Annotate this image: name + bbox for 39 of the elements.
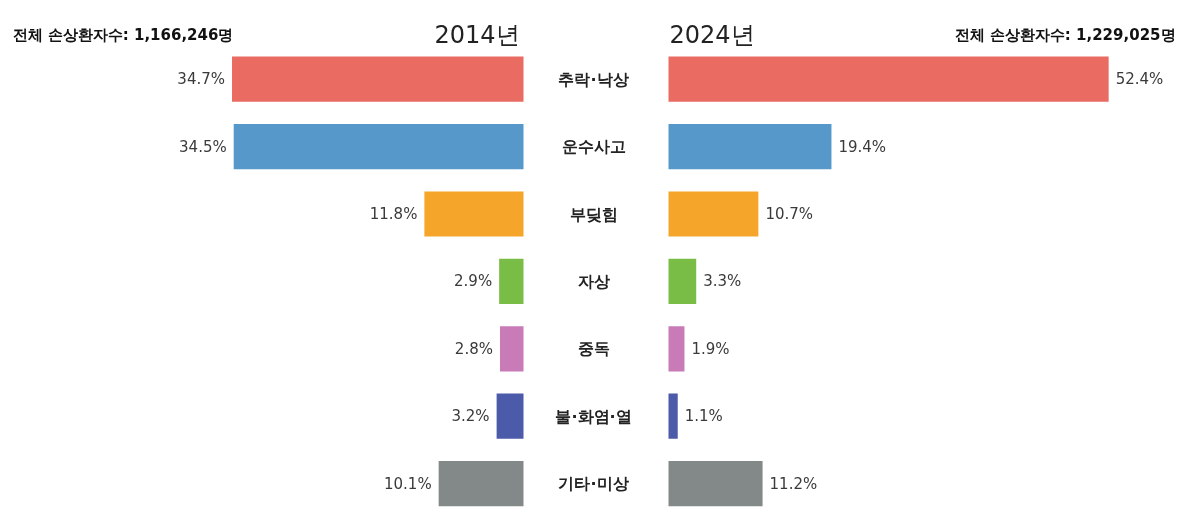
chart-title: 2014년 [434, 20, 520, 49]
y-tick-label: 기타·미상 [558, 474, 629, 494]
data-label: 1.9% [691, 339, 730, 358]
data-label: 19.4% [838, 137, 887, 156]
bar [232, 56, 524, 102]
bar [668, 258, 697, 304]
y-tick-label: 운수사고 [561, 137, 626, 157]
bar [668, 191, 759, 237]
y-tick-label: 추락·낙상 [558, 69, 629, 89]
data-label: 1.1% [684, 407, 723, 426]
data-label: 34.7% [177, 70, 226, 89]
data-label: 52.4% [1115, 70, 1164, 89]
bar [499, 326, 524, 372]
y-tick-label: 중독 [577, 339, 610, 359]
chart-subtitle: 전체 손상환자수: 1,166,246명 [12, 25, 234, 44]
bar [668, 56, 1109, 102]
data-label: 3.2% [451, 407, 490, 426]
bar [668, 326, 685, 372]
y-tick-label: 부딪힘 [569, 204, 618, 224]
y-tick-label: 자상 [577, 271, 610, 291]
data-label: 2.8% [454, 339, 493, 358]
bar [496, 393, 524, 439]
data-label: 2.9% [454, 272, 493, 291]
bar [438, 461, 524, 507]
data-label: 11.2% [769, 474, 818, 493]
bar [668, 461, 763, 507]
bar [668, 124, 832, 170]
data-label: 34.5% [179, 137, 227, 156]
chart-subtitle: 전체 손상환자수: 1,229,025명 [954, 25, 1176, 44]
chart-title: 2024년 [669, 20, 755, 49]
data-label: 3.3% [703, 272, 742, 291]
bar [424, 191, 524, 237]
bar [668, 393, 678, 439]
data-label: 10.7% [765, 205, 814, 223]
bar [233, 124, 524, 170]
data-label: 11.8% [369, 205, 418, 223]
bar [499, 258, 524, 304]
y-tick-label: 불·화염·열 [555, 406, 632, 426]
data-label: 10.1% [384, 474, 432, 493]
